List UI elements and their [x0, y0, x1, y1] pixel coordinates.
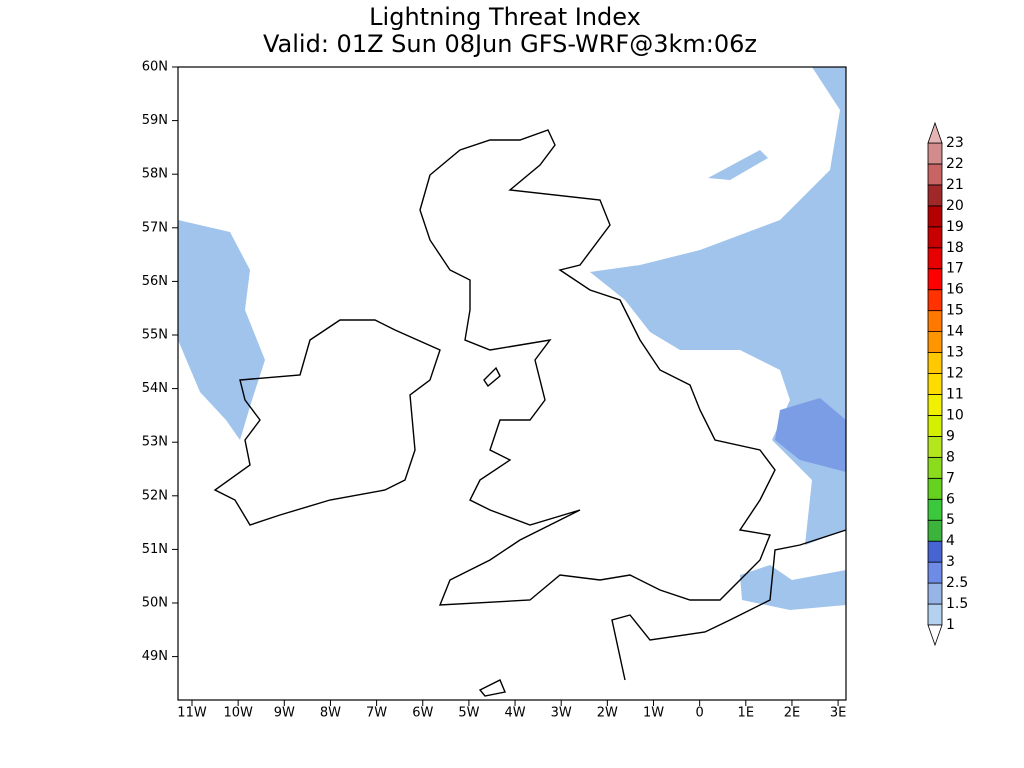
higher-field — [775, 398, 846, 472]
lon-label: 8W — [320, 706, 341, 721]
colorbar-label: 15 — [946, 303, 964, 319]
colorbar-label: 7 — [946, 470, 955, 486]
colorbar-segment — [927, 415, 943, 437]
lon-label: 9W — [274, 706, 295, 721]
ireland-coast — [213, 319, 441, 526]
lat-label: 59N — [142, 113, 168, 128]
colorbar-segment — [927, 268, 943, 291]
colorbar-label: 18 — [946, 240, 964, 256]
colorbar-label: 21 — [946, 177, 964, 193]
channel-field — [740, 565, 846, 610]
lon-label: 3E — [830, 706, 847, 721]
colorbar-label: 6 — [946, 491, 955, 507]
atlantic-field — [178, 220, 265, 440]
colorbar-label: 12 — [946, 366, 964, 382]
colorbar-label: 14 — [946, 324, 964, 340]
colorbar-segment — [927, 289, 943, 312]
lat-label: 52N — [142, 488, 168, 503]
lat-label: 53N — [142, 435, 168, 450]
colorbar-segment — [927, 184, 943, 207]
channel-islands — [478, 679, 506, 697]
colorbar-label: 17 — [946, 261, 964, 277]
colorbar-segment — [927, 498, 943, 521]
lon-label: 10W — [223, 706, 253, 721]
lat-label: 51N — [142, 542, 168, 557]
colorbar-segment — [927, 540, 943, 563]
colorbar-segment — [927, 456, 943, 479]
great-britain-coast — [419, 129, 776, 606]
map-frame — [177, 66, 847, 701]
colorbar-label: 2.5 — [946, 575, 968, 591]
lon-label: 3W — [551, 706, 572, 721]
lat-label: 56N — [142, 274, 168, 289]
colorbar-segment — [927, 561, 943, 584]
lat-label: 49N — [142, 649, 168, 664]
map — [177, 66, 847, 701]
colorbar-segment — [927, 247, 943, 270]
colorbar-label: 11 — [946, 386, 964, 402]
colorbar-segment — [927, 603, 943, 626]
colorbar-over-arrow — [927, 121, 943, 144]
title: Lightning Threat Index — [369, 3, 641, 31]
lat-label: 60N — [142, 60, 168, 75]
subtitle: Valid: 01Z Sun 08Jun GFS-WRF@3km:06z — [263, 30, 757, 58]
colorbar-segment — [927, 226, 943, 249]
colorbar-label: 8 — [946, 449, 955, 465]
colorbar-segment — [927, 331, 943, 353]
colorbar-label: 10 — [946, 407, 964, 423]
lat-label: 55N — [142, 328, 168, 343]
colorbar-label: 5 — [946, 512, 955, 528]
colorbar-label: 22 — [946, 156, 964, 172]
lon-label: 4W — [504, 706, 525, 721]
lon-label: 7W — [366, 706, 387, 721]
lat-label: 57N — [142, 220, 168, 235]
lon-label: 5W — [458, 706, 479, 721]
colorbar-segment — [927, 163, 943, 186]
colorbar-segment — [927, 582, 943, 605]
isle-of-man — [483, 366, 501, 388]
colorbar: 1 1.5 2.5 3 4 5 6 7 8 9 10 11 12 13 14 15 16 17 18 19 20 21 22… — [927, 121, 968, 647]
lat-label: 58N — [142, 167, 168, 182]
colorbar-label: 3 — [946, 554, 955, 570]
lon-label: 0 — [696, 706, 704, 721]
lon-label: 1W — [643, 706, 664, 721]
colorbar-label: 13 — [946, 345, 964, 361]
lon-label: 6W — [412, 706, 433, 721]
lon-label: 2E — [784, 706, 801, 721]
colorbar-segment — [927, 435, 943, 458]
lon-label: 1E — [738, 706, 755, 721]
colorbar-label: 19 — [946, 219, 964, 235]
colorbar-segment — [927, 352, 943, 374]
colorbar-segment — [927, 519, 943, 542]
colorbar-label: 23 — [946, 135, 964, 151]
colorbar-segment — [927, 205, 943, 228]
axes: 60N 59N 58N 57N 56N 55N 54N 53N 52N 51N 50N 49N 11W 1… — [142, 60, 847, 721]
colorbar-segment — [927, 477, 943, 500]
colorbar-label: 4 — [946, 533, 955, 549]
colorbar-label: 9 — [946, 428, 955, 444]
lon-label: 11W — [177, 706, 207, 721]
lat-label: 50N — [142, 596, 168, 611]
lon-label: 2W — [597, 706, 618, 721]
france-coast — [611, 529, 847, 681]
colorbar-segment — [927, 394, 943, 416]
colorbar-segment — [927, 142, 943, 165]
colorbar-label: 20 — [946, 198, 964, 214]
colorbar-segment — [927, 373, 943, 395]
north-sea-patch — [708, 150, 768, 180]
colorbar-label: 16 — [946, 282, 964, 298]
colorbar-label: 1.5 — [946, 596, 968, 612]
lat-label: 54N — [142, 381, 168, 396]
colorbar-label: 1 — [946, 617, 955, 633]
colorbar-under-arrow — [927, 624, 943, 647]
colorbar-segment — [927, 310, 943, 333]
